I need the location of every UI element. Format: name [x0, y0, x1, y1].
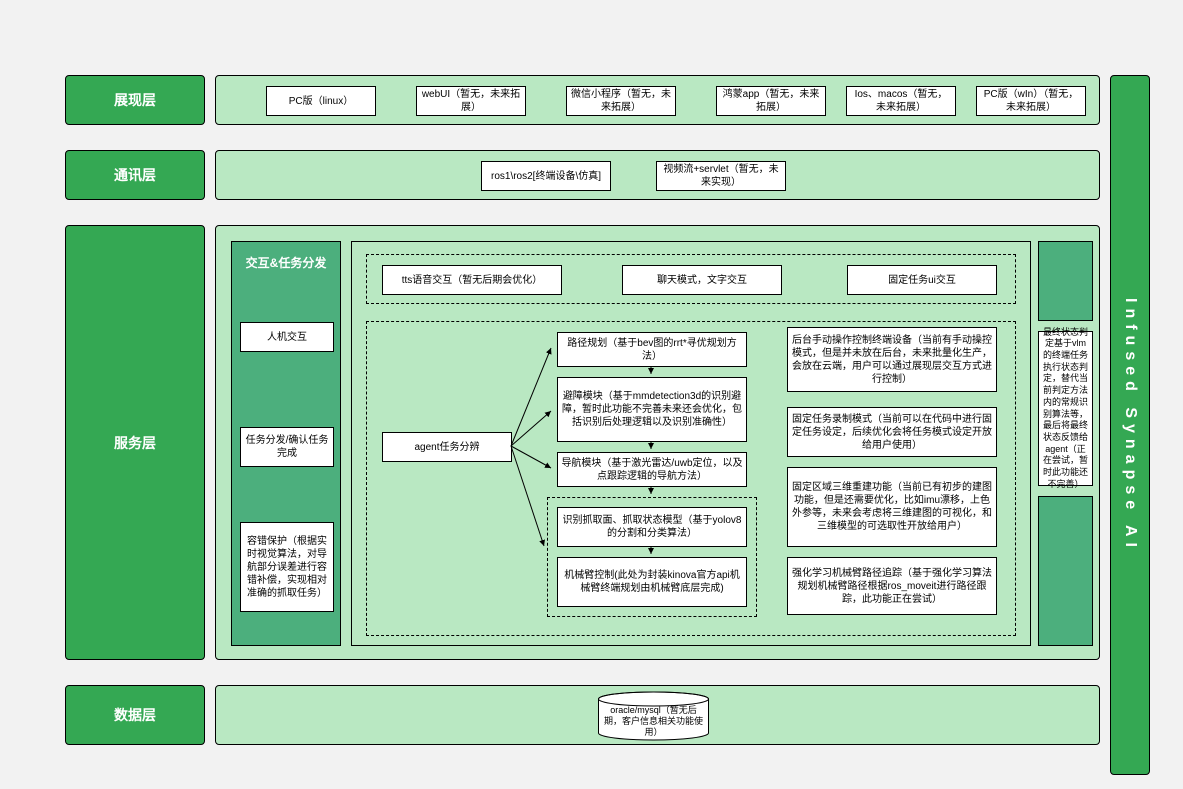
- sidebar-panel: 交互&任务分发 人机交互 任务分发/确认任务完成 容错保护（根据实时视觉算法，对…: [231, 241, 341, 646]
- mode-2: 固定任务ui交互: [847, 265, 997, 295]
- data-label: 数据层: [65, 685, 205, 745]
- mode-1: 聊天模式，文字交互: [622, 265, 782, 295]
- diagram-canvas: Infused Synapse AI 展现层 PC版（linux） webUI（…: [0, 0, 1183, 789]
- far-right-accent-bottom: [1038, 496, 1093, 646]
- pres-item-2: 微信小程序（暂无，未来拓展）: [566, 86, 676, 116]
- data-body: oracle/mysql（暂无后期，客户信息相关功能使用）: [215, 685, 1100, 745]
- pres-item-5: PC版（wIn）（暂无，未来拓展）: [976, 86, 1086, 116]
- pipe-2: 导航模块（基于激光雷达/uwb定位，以及点跟踪逻辑的导航方法）: [557, 452, 747, 487]
- comm-item-0: ros1\ros2[终端设备\仿真]: [481, 161, 611, 191]
- db-cylinder: oracle/mysql（暂无后期，客户信息相关功能使用）: [596, 691, 711, 741]
- right-2: 固定区域三维重建功能（当前已有初步的建图功能，但是还需要优化，比如imu漂移，上…: [787, 467, 997, 547]
- sidebar-item-2: 容错保护（根据实时视觉算法，对导航部分误差进行容错补偿，实现相对准确的抓取任务）: [240, 522, 334, 612]
- pipe-1: 避障模块（基于mmdetection3d的识别避障，暂时此功能不完善未来还会优化…: [557, 377, 747, 442]
- pres-item-4: Ios、macos（暂无，未来拓展）: [846, 86, 956, 116]
- pipe-0: 路径规划（基于bev图的rrt*寻优规划方法）: [557, 332, 747, 367]
- right-0: 后台手动操作控制终端设备（当前有手动操控模式，但是并未放在后台，未来批量化生产，…: [787, 327, 997, 392]
- comm-item-1: 视频流+servlet（暂无，未来实现）: [656, 161, 786, 191]
- mode-0: tts语音交互（暂无后期会优化）: [382, 265, 562, 295]
- brand-bar: Infused Synapse AI: [1110, 75, 1150, 775]
- sidebar-item-0: 人机交互: [240, 322, 334, 352]
- communication-label: 通讯层: [65, 150, 205, 200]
- pres-item-1: webUI（暂无，未来拓展）: [416, 86, 526, 116]
- right-1: 固定任务录制模式（当前可以在代码中进行固定任务设定，后续优化会将任务模式设定开放…: [787, 407, 997, 457]
- sidebar-item-1: 任务分发/确认任务完成: [240, 427, 334, 467]
- pipe-3: 识别抓取面、抓取状态模型（基于yolov8的分割和分类算法）: [557, 507, 747, 547]
- pres-item-0: PC版（linux）: [266, 86, 376, 116]
- far-right-accent-top: [1038, 241, 1093, 321]
- service-label: 服务层: [65, 225, 205, 660]
- presentation-label: 展现层: [65, 75, 205, 125]
- service-body: 交互&任务分发 人机交互 任务分发/确认任务完成 容错保护（根据实时视觉算法，对…: [215, 225, 1100, 660]
- pres-item-3: 鸿蒙app（暂无，未来拓展）: [716, 86, 826, 116]
- db-text: oracle/mysql（暂无后期，客户信息相关功能使用）: [602, 705, 705, 737]
- right-3: 强化学习机械臂路径追踪（基于强化学习算法规划机械臂路径根据ros_moveit进…: [787, 557, 997, 615]
- far-right-box: 最终状态判定基于vlm的终端任务执行状态判定，替代当前判定方法内的常规识别算法等…: [1038, 331, 1093, 486]
- agent-box: agent任务分辨: [382, 432, 512, 462]
- communication-body: ros1\ros2[终端设备\仿真] 视频流+servlet（暂无，未来实现）: [215, 150, 1100, 200]
- top-modes-group: tts语音交互（暂无后期会优化） 聊天模式，文字交互 固定任务ui交互: [366, 254, 1016, 304]
- pipe-4: 机械臂控制(此处为封装kinova官方api机械臂终端规划由机械臂底层完成): [557, 557, 747, 607]
- pipeline-group: agent任务分辨 路径规划（基于bev图的rrt*寻优规划方法） 避障模块（基…: [366, 321, 1016, 636]
- presentation-body: PC版（linux） webUI（暂无，未来拓展） 微信小程序（暂无，未来拓展）…: [215, 75, 1100, 125]
- sidebar-title: 交互&任务分发: [232, 242, 340, 282]
